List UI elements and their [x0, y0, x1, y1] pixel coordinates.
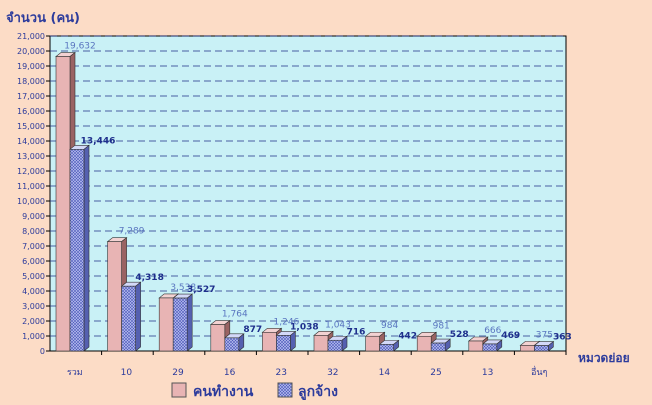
bar-front — [107, 241, 122, 352]
bar-employees — [223, 333, 245, 352]
y-tick-label: 20,000 — [17, 47, 45, 56]
y-tick-label: 1,000 — [22, 332, 45, 341]
bar-employees — [120, 281, 142, 352]
y-tick-label: 7,000 — [22, 242, 45, 251]
x-tick-label: รวม — [67, 368, 83, 378]
y-tick-label: 4,000 — [22, 287, 45, 296]
y-tick-label: 0 — [40, 347, 45, 356]
bar-front — [69, 149, 85, 352]
y-tick-label: 15,000 — [17, 122, 45, 131]
bar-front — [313, 335, 329, 352]
x-tick-label: 23 — [275, 368, 286, 378]
legend-swatch-workers — [171, 382, 187, 398]
bar-employees — [533, 340, 555, 352]
bar-front — [365, 335, 380, 352]
bar-front — [379, 344, 394, 352]
data-label-employees: 469 — [501, 331, 520, 341]
legend-label-employees: ลูกจ้าง — [298, 384, 338, 400]
bar-front — [520, 345, 535, 352]
data-label-workers: 7,289 — [119, 227, 145, 237]
data-label-workers: 666 — [484, 326, 501, 336]
y-tick-label: 10,000 — [17, 197, 45, 206]
x-tick-label: อื่นๆ — [531, 365, 548, 378]
y-axis-ticks: 0 1,000 2,000 3,000 4,000 5,000 6,000 7,000 8,00… — [17, 32, 50, 356]
x-axis-ticks: รวม 10 29 16 23 32 14 25 13 อื่นๆ — [67, 351, 567, 378]
bar-front — [224, 337, 240, 352]
y-tick-label: 9,000 — [22, 212, 45, 221]
legend-label-workers: คนทำงาน — [193, 384, 254, 400]
bar-front — [416, 335, 432, 352]
bars — [55, 51, 555, 352]
bar-side — [83, 144, 90, 352]
data-label-employees: 716 — [347, 327, 366, 337]
y-tick-label: 21,000 — [17, 32, 45, 41]
y-tick-label: 8,000 — [22, 227, 45, 236]
bar-front — [172, 297, 188, 352]
bar-employees — [275, 330, 297, 352]
bar-employees — [378, 339, 400, 352]
bar-front — [468, 340, 484, 352]
data-label-employees: 442 — [398, 331, 417, 341]
y-tick-label: 19,000 — [17, 62, 45, 71]
data-label-workers: 1,764 — [222, 310, 248, 320]
x-axis-title: หมวดย่อย — [578, 351, 630, 365]
x-tick-label: 32 — [327, 368, 338, 378]
gridlines — [50, 35, 566, 337]
y-axis-title: จำนวน (คน) — [6, 10, 80, 26]
y-tick-label: 5,000 — [22, 272, 45, 281]
y-tick-label: 6,000 — [22, 257, 45, 266]
bar-employees — [327, 335, 348, 352]
y-tick-label: 12,000 — [17, 167, 45, 176]
data-label-workers: 19,632 — [64, 42, 96, 52]
y-tick-label: 16,000 — [17, 107, 45, 116]
bar-front — [276, 335, 291, 352]
bar-front — [121, 285, 136, 352]
x-tick-label: 29 — [172, 368, 184, 378]
bar-front — [158, 297, 174, 352]
data-label-workers: 375 — [536, 330, 553, 340]
data-label-workers: 984 — [381, 321, 398, 331]
data-label-employees: 877 — [243, 325, 262, 335]
y-tick-label: 14,000 — [17, 137, 45, 146]
bar-employees — [481, 339, 503, 352]
x-tick-label: 14 — [379, 368, 391, 378]
data-label-employees: 3,527 — [187, 285, 215, 295]
bar-side — [135, 281, 141, 352]
bar-front — [262, 332, 277, 352]
y-tick-label: 18,000 — [17, 77, 45, 86]
y-tick-label: 17,000 — [17, 92, 45, 101]
data-label-workers: 3,538 — [170, 283, 196, 293]
bar-side — [186, 293, 193, 352]
bar-front — [210, 324, 226, 352]
data-label-workers: 1,246 — [274, 317, 300, 327]
bar-front — [430, 342, 446, 352]
x-tick-label: 13 — [482, 368, 493, 378]
x-tick-label: 16 — [224, 368, 236, 378]
data-label-workers: 1,043 — [325, 320, 351, 330]
bar-employees — [69, 144, 90, 352]
bar-employees — [430, 338, 452, 352]
bar-employees — [172, 293, 194, 352]
data-label-employees: 1,038 — [290, 322, 318, 332]
data-label-employees: 528 — [450, 330, 469, 340]
data-label-workers: 981 — [433, 321, 450, 331]
y-tick-label: 11,000 — [17, 182, 45, 191]
legend: คนทำงาน ลูกจ้าง — [171, 382, 338, 400]
x-tick-label: 25 — [430, 368, 441, 378]
y-tick-label: 2,000 — [22, 317, 45, 326]
y-tick-label: 13,000 — [17, 152, 45, 161]
bar-front — [55, 56, 71, 352]
y-tick-label: 3,000 — [22, 302, 45, 311]
data-label-employees: 4,318 — [135, 273, 163, 283]
x-tick-label: 10 — [121, 368, 133, 378]
bar-front — [534, 345, 549, 352]
bar-front — [327, 339, 343, 352]
legend-swatch-employees — [277, 382, 293, 398]
bar-front — [482, 343, 498, 352]
data-label-employees: 13,446 — [81, 136, 116, 146]
data-label-employees: 363 — [553, 333, 572, 343]
